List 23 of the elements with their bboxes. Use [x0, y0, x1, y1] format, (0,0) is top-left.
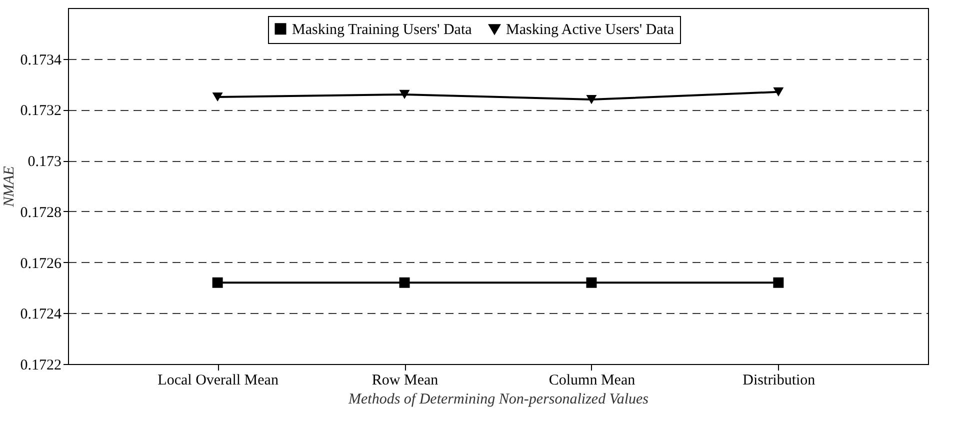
x-tick-label: Local Overall Mean — [158, 372, 279, 388]
legend-label: Masking Active Users' Data — [506, 22, 674, 38]
point — [212, 92, 223, 102]
y-tick-label: 0.173 — [28, 154, 62, 170]
point — [773, 87, 784, 96]
x-tick-label: Row Mean — [372, 372, 439, 388]
x-axis-title: Methods of Determining Non-personalized Values — [348, 392, 649, 408]
x-tick-label: Column Mean — [548, 372, 636, 388]
point — [586, 277, 597, 288]
y-tick-label: 0.1728 — [20, 204, 62, 221]
y-tick-label: 0.1722 — [20, 358, 62, 374]
x-tick-label: Distribution — [742, 372, 816, 388]
point — [399, 277, 410, 288]
y-tick-label: 0.1726 — [20, 256, 62, 272]
point — [399, 90, 410, 99]
y-tick-label: 0.1734 — [20, 52, 62, 68]
point — [212, 277, 223, 288]
y-tick-label: 0.1724 — [20, 306, 62, 323]
point — [773, 277, 784, 288]
legend-label: Masking Training Users' Data — [292, 22, 472, 38]
y-axis-title: NMAE — [1, 166, 18, 208]
point — [586, 95, 597, 104]
y-tick-label: 0.1732 — [20, 103, 62, 120]
